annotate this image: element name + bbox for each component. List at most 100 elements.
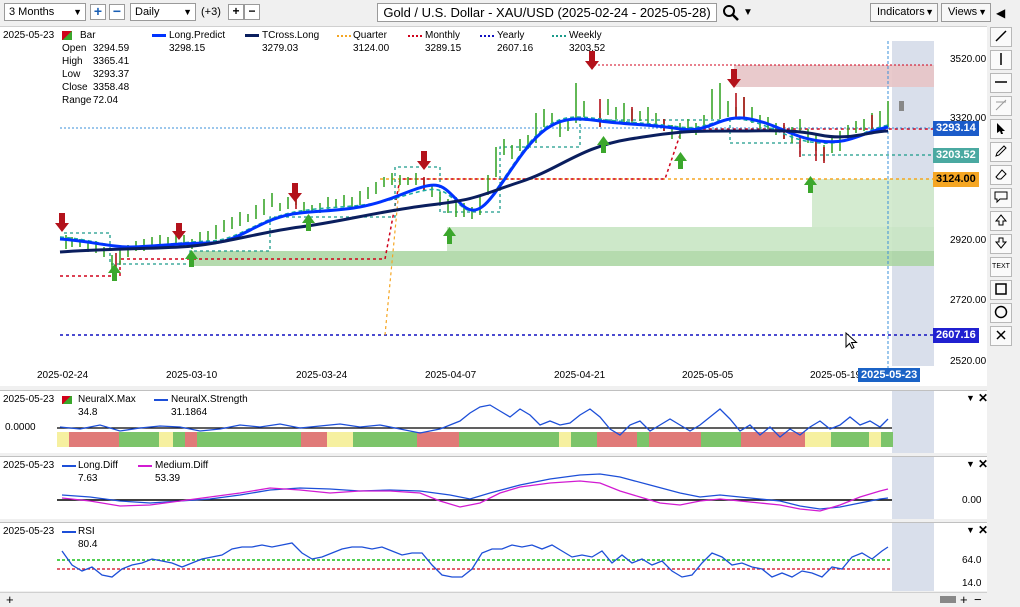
vertical-line-tool-icon[interactable]	[990, 50, 1012, 70]
overlay-count: (+3)	[201, 6, 221, 18]
sell-arrows	[55, 51, 741, 240]
quarter-step	[384, 178, 401, 336]
low-label: Low	[62, 69, 81, 80]
close-icon[interactable]: ✕	[978, 391, 989, 405]
fib-tool-icon[interactable]	[990, 96, 1012, 116]
drawing-toolbar: TEXT	[987, 26, 1020, 606]
neuralx-strength-name: NeuralX.Strength	[171, 394, 248, 405]
weekly-line	[64, 119, 934, 265]
tcross-long-line	[59, 129, 889, 254]
scroll-right-plus[interactable]: +	[960, 592, 968, 607]
support-zone-mid	[447, 227, 934, 251]
long-predict-value: 3298.15	[169, 43, 206, 54]
chevron-down-icon: ▼	[183, 7, 192, 17]
range-label: Range	[62, 95, 92, 106]
horizontal-line-tool-icon[interactable]	[990, 73, 1012, 93]
price-axis-bg	[934, 27, 987, 386]
resistance-zone	[734, 65, 934, 87]
yearly-name: Yearly	[497, 30, 525, 41]
high-value: 3365.41	[93, 56, 130, 67]
remove-overlay-button[interactable]: −	[244, 4, 260, 20]
price-panel[interactable]: 2025-05-23 Bar Open 3294.59 High 3365.41…	[0, 27, 987, 386]
neuralx-date: 2025-05-23	[3, 394, 55, 405]
long-diff-name: Long.Diff	[78, 460, 118, 471]
diff-panel[interactable]: 2025-05-23 Long.Diff 7.63 Medium.Diff 53…	[0, 456, 989, 519]
horizontal-scrollbar[interactable]: + + −	[0, 592, 987, 607]
zoom-out-button[interactable]: −	[109, 4, 125, 20]
arrow-down-tool-icon[interactable]	[990, 234, 1012, 254]
back-arrow-icon[interactable]: ◀	[996, 6, 1006, 20]
yearly-tag: 2607.16	[933, 328, 979, 343]
quarter-name: Quarter	[353, 30, 387, 41]
neuralx-strength-swatch	[154, 399, 168, 401]
rsi-chart	[57, 523, 934, 591]
x-tick: 2025-04-07	[425, 370, 477, 381]
range-select[interactable]: 3 Months ▼	[4, 3, 86, 21]
diff-chart	[57, 457, 934, 519]
close-icon[interactable]: ✕	[978, 457, 989, 471]
long-predict-swatch	[152, 34, 166, 37]
search-dropdown-icon[interactable]: ▼	[743, 7, 753, 18]
yearly-value: 2607.16	[497, 43, 534, 54]
diff-date: 2025-05-23	[3, 460, 55, 471]
yearly-swatch	[480, 35, 494, 37]
arrow-up-tool-icon[interactable]	[990, 211, 1012, 231]
monthly-line	[60, 128, 934, 277]
indicators-button[interactable]: Indicators ▼	[870, 3, 938, 22]
callout-tool-icon[interactable]	[990, 188, 1012, 208]
chevron-down-icon: ▼	[925, 7, 934, 17]
scroll-thumb[interactable]	[940, 596, 956, 603]
interval-select-value: Daily	[135, 6, 160, 18]
chevron-down-icon[interactable]: ▼	[966, 393, 975, 403]
diff-y-tick: 0.00	[962, 495, 982, 506]
weekly-swatch	[552, 35, 566, 37]
zoom-in-button[interactable]: +	[90, 4, 106, 20]
circle-tool-icon[interactable]	[990, 303, 1012, 323]
tcross-long-swatch	[245, 34, 259, 37]
monthly-name: Monthly	[425, 30, 461, 41]
eraser-tool-icon[interactable]	[990, 165, 1012, 185]
chevron-down-icon[interactable]: ▼	[966, 459, 975, 469]
y-tick: 2520.00	[950, 356, 987, 367]
text-tool-icon[interactable]: TEXT	[990, 257, 1012, 277]
close-value: 3358.48	[93, 82, 130, 93]
scroll-left-plus[interactable]: +	[6, 592, 14, 607]
toolbar: 3 Months ▼ + − Daily ▼ (+3) + − Gold / U.S…	[0, 0, 1020, 27]
search-icon[interactable]	[722, 4, 740, 22]
interval-select[interactable]: Daily ▼	[130, 3, 196, 21]
monthly-swatch	[408, 35, 422, 37]
bar-legend-label: Bar	[80, 30, 96, 41]
rectangle-tool-icon[interactable]	[990, 280, 1012, 300]
neuralx-max-name: NeuralX.Max	[78, 394, 136, 405]
weekly-name: Weekly	[569, 30, 602, 41]
quarter-tag: 3124.00	[933, 172, 979, 187]
delete-drawings-icon[interactable]	[990, 326, 1012, 346]
rsi-name: RSI	[78, 526, 95, 537]
tcross-long-name: TCross.Long	[262, 30, 320, 41]
add-overlay-button[interactable]: +	[228, 4, 244, 20]
chevron-down-icon[interactable]: ▼	[966, 525, 975, 535]
cursor-tool-icon[interactable]	[990, 119, 1012, 139]
symbol-title[interactable]: Gold / U.S. Dollar - XAU/USD (2025-02-24…	[377, 3, 717, 22]
rsi-panel[interactable]: 2025-05-23 RSI 80.4 64.0 14.0 ▼ ✕	[0, 522, 989, 591]
price-chart	[55, 27, 987, 386]
scroll-right-minus[interactable]: −	[974, 592, 982, 607]
neuralx-chart	[57, 391, 934, 453]
monthly-value: 3289.15	[425, 43, 462, 54]
neuralx-panel[interactable]: 2025-05-23 NeuralX.Max 34.8 NeuralX.Stre…	[0, 390, 989, 453]
long-diff-swatch	[62, 465, 76, 467]
tcross-long-value: 3279.03	[262, 43, 299, 54]
chevron-down-icon: ▼	[978, 7, 987, 17]
views-button[interactable]: Views ▼	[941, 3, 991, 22]
close-icon[interactable]: ✕	[978, 523, 989, 537]
rsi-value: 80.4	[78, 539, 98, 550]
line-tool-icon[interactable]	[990, 27, 1012, 47]
pencil-tool-icon[interactable]	[990, 142, 1012, 162]
last-bar-marker	[899, 101, 904, 111]
x-tick: 2025-03-24	[296, 370, 348, 381]
medium-diff-value: 53.39	[155, 473, 181, 484]
mouse-pointer-icon	[845, 331, 858, 350]
neuralx-max-icon	[62, 396, 72, 404]
support-zone-low	[190, 251, 934, 266]
rsi-y-tick: 14.0	[962, 578, 982, 589]
